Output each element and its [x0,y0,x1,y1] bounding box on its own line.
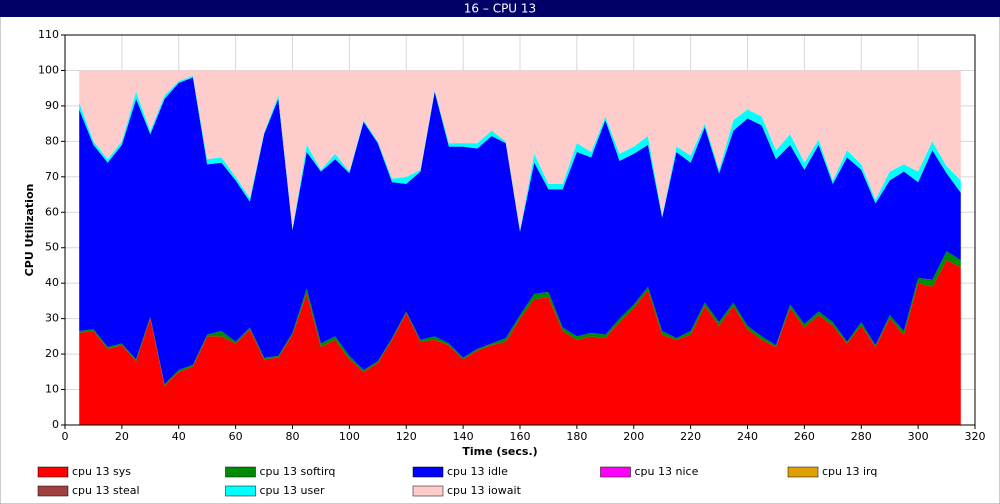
legend-swatch [37,485,69,497]
legend-label: cpu 13 idle [447,465,508,478]
x-tick-label: 260 [794,430,815,443]
legend-label: cpu 13 sys [72,465,131,478]
x-tick-label: 20 [115,430,129,443]
legend-swatch [225,466,256,478]
legend-swatch [600,466,631,478]
y-tick-label: 60 [45,205,59,218]
plot-border [64,34,976,426]
legend-swatch [412,485,444,497]
y-tick-label: 100 [38,63,59,76]
y-tick-label: 40 [45,276,59,289]
x-tick-label: 60 [229,430,243,443]
chart-title: 16 – CPU 13 [464,2,536,16]
y-tick-label: 90 [45,99,59,112]
area [79,251,961,386]
x-tick-label: 80 [286,430,300,443]
y-tick-label: 110 [38,28,59,41]
legend-label: cpu 13 softirq [260,465,336,478]
y-tick-label: 0 [52,418,59,431]
area [79,260,961,425]
legend-label: cpu 13 nice [635,465,699,478]
x-tick-label: 180 [566,430,587,443]
y-tick-label: 70 [45,170,59,183]
legend-label: cpu 13 steal [72,484,140,497]
x-tick-label: 220 [680,430,701,443]
x-tick-label: 40 [172,430,186,443]
x-tick-label: 320 [965,430,986,443]
x-tick-label: 0 [62,430,69,443]
area [79,77,961,385]
y-tick-label: 80 [45,134,59,147]
y-axis-label: CPU Utilization [23,184,36,277]
x-tick-label: 100 [339,430,360,443]
legend-swatch [37,466,69,478]
x-tick-label: 300 [908,430,929,443]
legend-label: cpu 13 iowait [447,484,522,497]
title-bar [0,0,1000,17]
y-tick-label: 30 [45,312,59,325]
legend-swatch [225,485,256,497]
legend-swatch [412,466,444,478]
y-tick-label: 20 [45,347,59,360]
x-axis-label: Time (secs.) [462,445,537,458]
legend-swatch [787,466,819,478]
x-tick-label: 120 [396,430,417,443]
x-tick-label: 140 [453,430,474,443]
x-tick-label: 160 [510,430,531,443]
y-tick-label: 10 [45,383,59,396]
area [79,70,961,230]
x-tick-label: 240 [737,430,758,443]
legend-label: cpu 13 user [260,484,325,497]
legend-label: cpu 13 irq [822,465,877,478]
x-tick-label: 280 [851,430,872,443]
x-tick-label: 200 [623,430,644,443]
y-tick-label: 50 [45,241,59,254]
